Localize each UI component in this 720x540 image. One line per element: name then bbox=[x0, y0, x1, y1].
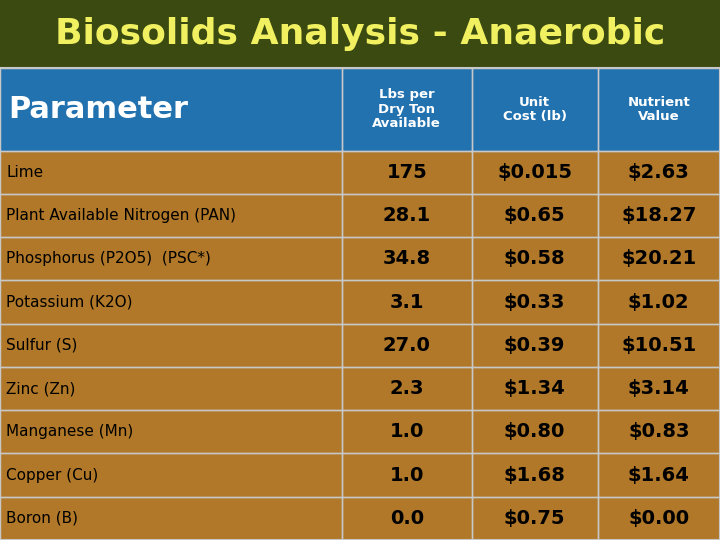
Bar bbox=[342, 410, 472, 454]
Text: Sulfur (S): Sulfur (S) bbox=[6, 338, 77, 353]
Text: Potassium (K2O): Potassium (K2O) bbox=[6, 294, 132, 309]
Text: Parameter: Parameter bbox=[8, 95, 188, 124]
Bar bbox=[0, 410, 342, 454]
Bar bbox=[342, 237, 472, 280]
Bar bbox=[342, 280, 472, 323]
Text: Plant Available Nitrogen (PAN): Plant Available Nitrogen (PAN) bbox=[6, 208, 236, 223]
Text: 2.3: 2.3 bbox=[390, 379, 424, 398]
Bar bbox=[472, 280, 598, 323]
Bar bbox=[472, 194, 598, 237]
Bar bbox=[0, 194, 342, 237]
Bar bbox=[342, 151, 472, 194]
Text: Manganese (Mn): Manganese (Mn) bbox=[6, 424, 133, 440]
Bar bbox=[0, 68, 342, 151]
Bar bbox=[0, 151, 342, 194]
Bar bbox=[342, 367, 472, 410]
Text: Biosolids Analysis - Anaerobic: Biosolids Analysis - Anaerobic bbox=[55, 17, 665, 51]
Bar bbox=[0, 497, 342, 540]
Text: Lbs per
Dry Ton
Available: Lbs per Dry Ton Available bbox=[372, 89, 441, 130]
Text: $10.51: $10.51 bbox=[621, 336, 696, 355]
Text: Zinc (Zn): Zinc (Zn) bbox=[6, 381, 76, 396]
Text: $0.58: $0.58 bbox=[504, 249, 565, 268]
Text: Phosphorus (P2O5)  (PSC*): Phosphorus (P2O5) (PSC*) bbox=[6, 251, 211, 266]
Text: $18.27: $18.27 bbox=[621, 206, 696, 225]
Bar bbox=[472, 68, 598, 151]
Text: $2.63: $2.63 bbox=[628, 163, 690, 182]
Bar bbox=[342, 68, 472, 151]
Text: 175: 175 bbox=[387, 163, 427, 182]
Text: Boron (B): Boron (B) bbox=[6, 511, 78, 526]
Bar bbox=[472, 410, 598, 454]
Text: Lime: Lime bbox=[6, 165, 43, 180]
Bar bbox=[342, 454, 472, 497]
Bar bbox=[342, 323, 472, 367]
Text: $0.83: $0.83 bbox=[628, 422, 690, 441]
Text: $0.39: $0.39 bbox=[504, 336, 565, 355]
Bar bbox=[0, 323, 342, 367]
Bar bbox=[598, 68, 720, 151]
Bar bbox=[598, 367, 720, 410]
Text: $0.015: $0.015 bbox=[497, 163, 572, 182]
Text: 27.0: 27.0 bbox=[383, 336, 431, 355]
Bar bbox=[598, 280, 720, 323]
Text: Unit
Cost (lb): Unit Cost (lb) bbox=[503, 96, 567, 123]
Bar bbox=[472, 237, 598, 280]
Text: Copper (Cu): Copper (Cu) bbox=[6, 468, 98, 483]
Text: $1.02: $1.02 bbox=[628, 293, 690, 312]
Bar bbox=[598, 410, 720, 454]
Bar bbox=[598, 194, 720, 237]
Bar bbox=[472, 454, 598, 497]
Bar bbox=[0, 454, 342, 497]
Text: $20.21: $20.21 bbox=[621, 249, 696, 268]
Text: 28.1: 28.1 bbox=[382, 206, 431, 225]
Text: $1.68: $1.68 bbox=[504, 465, 565, 484]
Text: 3.1: 3.1 bbox=[390, 293, 424, 312]
Text: $0.65: $0.65 bbox=[504, 206, 565, 225]
Text: 0.0: 0.0 bbox=[390, 509, 424, 528]
Bar bbox=[342, 194, 472, 237]
Bar bbox=[472, 323, 598, 367]
Text: $0.00: $0.00 bbox=[629, 509, 689, 528]
Bar bbox=[0, 367, 342, 410]
Bar bbox=[472, 497, 598, 540]
Bar bbox=[598, 151, 720, 194]
Bar bbox=[342, 497, 472, 540]
Bar bbox=[0, 237, 342, 280]
Text: $0.33: $0.33 bbox=[504, 293, 565, 312]
Text: $1.34: $1.34 bbox=[504, 379, 565, 398]
Bar bbox=[472, 367, 598, 410]
Bar bbox=[598, 497, 720, 540]
Bar bbox=[598, 323, 720, 367]
Text: $3.14: $3.14 bbox=[628, 379, 690, 398]
Bar bbox=[0, 280, 342, 323]
Text: 1.0: 1.0 bbox=[390, 465, 424, 484]
Bar bbox=[472, 151, 598, 194]
Bar bbox=[598, 237, 720, 280]
Text: 34.8: 34.8 bbox=[383, 249, 431, 268]
Text: Nutrient
Value: Nutrient Value bbox=[627, 96, 690, 123]
Bar bbox=[0, 0, 720, 68]
Text: $0.80: $0.80 bbox=[504, 422, 565, 441]
Bar bbox=[598, 454, 720, 497]
Text: $0.75: $0.75 bbox=[504, 509, 565, 528]
Text: $1.64: $1.64 bbox=[628, 465, 690, 484]
Text: 1.0: 1.0 bbox=[390, 422, 424, 441]
